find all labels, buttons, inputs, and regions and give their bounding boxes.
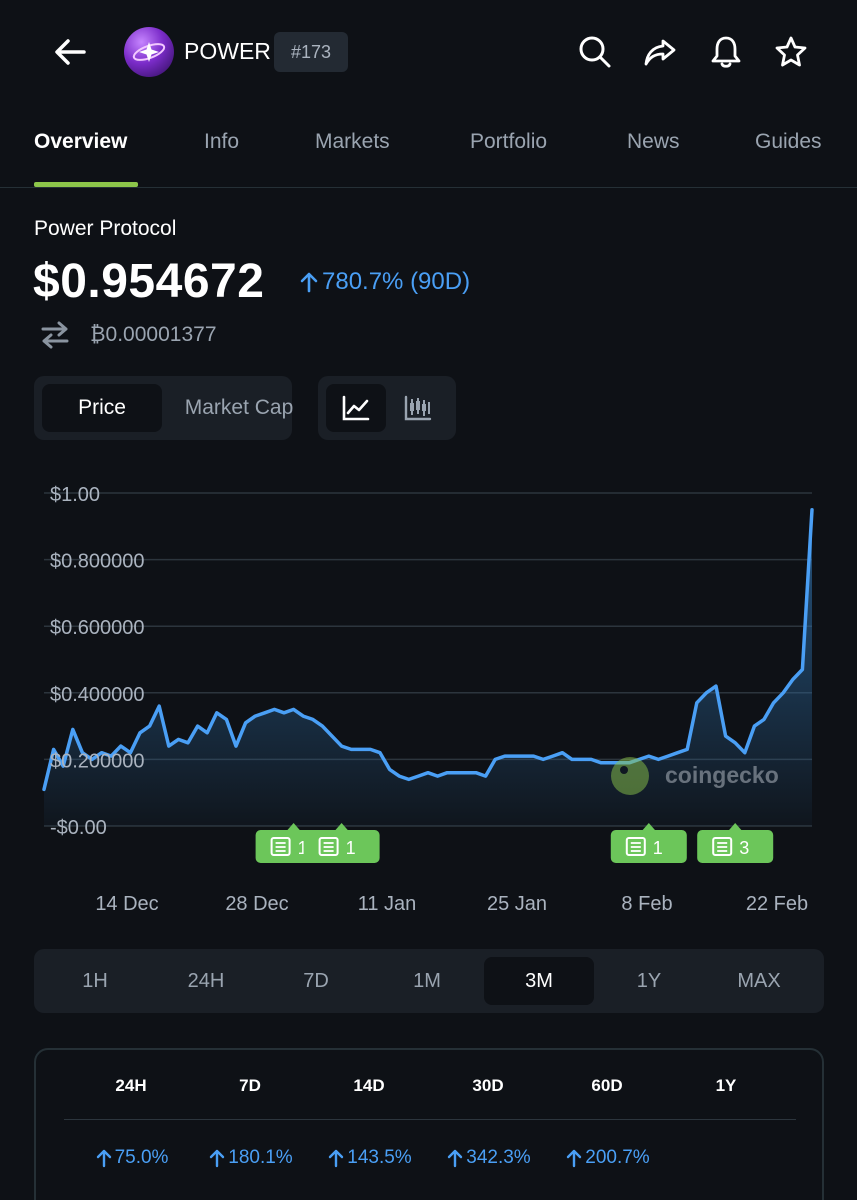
y-tick-label: $0.400000	[50, 684, 145, 706]
range-button-max[interactable]: MAX	[737, 969, 781, 992]
perf-value-24h: 75.0%	[72, 1147, 192, 1169]
search-button[interactable]	[573, 30, 617, 74]
perf-value-7d: 180.1%	[191, 1147, 311, 1169]
news-marker-count: 1	[346, 838, 356, 858]
candlestick-icon	[404, 395, 432, 421]
y-tick-label: -$0.00	[50, 817, 107, 839]
arrow-up-icon	[300, 272, 318, 293]
arrow-up-icon	[210, 1149, 225, 1168]
newspaper-icon	[625, 837, 646, 856]
swap-icon	[41, 321, 69, 349]
btc-price: ₿0.00001377	[90, 323, 217, 346]
newspaper-icon	[318, 837, 339, 856]
line-chart-icon	[342, 395, 370, 421]
tab-guides[interactable]: Guides	[755, 130, 822, 153]
bell-icon	[711, 36, 741, 68]
time-range-selector: 1H 24H 7D 1M 3M 1Y MAX	[34, 949, 824, 1013]
x-tick-label: 11 Jan	[358, 893, 417, 915]
y-tick-label: $0.800000	[50, 551, 145, 573]
price-change: 780.7% (90D)	[300, 268, 470, 296]
current-price: $0.954672	[33, 255, 265, 308]
x-tick-label: 8 Feb	[621, 893, 672, 915]
x-tick-label: 28 Dec	[225, 893, 288, 915]
news-marker[interactable]: 1	[610, 823, 687, 863]
rank-badge: #173	[274, 32, 348, 72]
price-line	[42, 507, 814, 792]
coin-name: Power Protocol	[34, 217, 177, 240]
chart-style-toggle	[318, 376, 456, 440]
active-tab-indicator	[34, 182, 138, 187]
arrow-up-icon	[448, 1149, 463, 1168]
star-icon	[775, 36, 807, 67]
tab-news[interactable]: News	[627, 130, 680, 153]
top-bar: POWER #173	[0, 0, 857, 104]
perf-label-24h: 24H	[115, 1076, 147, 1095]
tab-portfolio[interactable]: Portfolio	[470, 130, 548, 153]
perf-divider	[64, 1119, 796, 1120]
share-button[interactable]	[638, 30, 682, 74]
news-marker-count: 3	[739, 838, 749, 858]
line-chart-button[interactable]	[326, 384, 386, 432]
x-tick-label: 14 Dec	[95, 893, 158, 915]
performance-card: 24H 7D 14D 30D 60D 1Y 75.0% 180.1% 143.5…	[34, 1048, 824, 1200]
coin-symbol: POWER	[184, 38, 271, 64]
arrow-up-icon	[96, 1149, 111, 1168]
range-button-1y[interactable]: 1Y	[636, 969, 662, 992]
market-cap-toggle-button[interactable]: Market Cap	[184, 396, 294, 419]
newspaper-icon	[270, 837, 291, 856]
news-marker-count: 1	[653, 838, 663, 858]
perf-label-30d: 30D	[472, 1076, 504, 1095]
tab-markets[interactable]: Markets	[315, 130, 390, 153]
x-tick-label: 22 Feb	[746, 893, 808, 915]
price-chart[interactable]: $1.00 $0.800000 $0.600000 $0.400000 $0.20000…	[0, 470, 857, 920]
range-button-1h[interactable]: 1H	[82, 969, 108, 992]
news-marker[interactable]: 3	[697, 823, 774, 863]
svg-text:coingecko: coingecko	[665, 762, 779, 788]
perf-label-60d: 60D	[591, 1076, 623, 1095]
price-change-value: 780.7% (90D)	[322, 268, 471, 295]
tab-bar: Overview Info Markets Portfolio News Gui…	[0, 104, 857, 188]
y-tick-label: $0.200000	[50, 750, 145, 772]
range-button-7d[interactable]: 7D	[303, 969, 329, 992]
btc-price-row: ₿0.00001377	[40, 320, 217, 350]
metric-toggle: Price Market Cap	[34, 376, 293, 440]
x-tick-label: 25 Jan	[487, 893, 547, 915]
y-tick-label: $0.600000	[50, 617, 145, 639]
coingecko-watermark: coingecko	[611, 757, 779, 795]
perf-label-1y: 1Y	[715, 1076, 737, 1095]
newspaper-icon	[712, 837, 733, 856]
candlestick-chart-button[interactable]	[388, 384, 448, 432]
coin-logo	[124, 27, 174, 77]
perf-value-60d: 200.7%	[548, 1147, 668, 1169]
tab-info[interactable]: Info	[204, 130, 240, 153]
range-button-3m[interactable]: 3M	[484, 957, 594, 1005]
perf-value-14d: 143.5%	[310, 1147, 430, 1169]
y-tick-label: $1.00	[50, 484, 100, 506]
back-button[interactable]	[48, 30, 92, 74]
news-marker-count: 1	[298, 838, 308, 858]
range-button-1m[interactable]: 1M	[413, 969, 441, 992]
perf-label-14d: 14D	[353, 1076, 385, 1095]
arrow-up-icon	[329, 1149, 344, 1168]
price-toggle-button[interactable]: Price	[42, 384, 162, 432]
arrow-up-icon	[567, 1149, 582, 1168]
favorite-button[interactable]	[769, 30, 813, 74]
back-arrow-icon	[55, 39, 86, 65]
search-icon	[579, 36, 611, 68]
range-button-24h[interactable]: 24H	[187, 969, 225, 992]
alert-button[interactable]	[704, 30, 748, 74]
share-icon	[644, 39, 676, 66]
perf-label-7d: 7D	[239, 1076, 261, 1095]
tab-overview[interactable]: Overview	[34, 130, 128, 153]
news-marker[interactable]: 1	[303, 823, 380, 863]
perf-value-30d: 342.3%	[429, 1147, 549, 1169]
